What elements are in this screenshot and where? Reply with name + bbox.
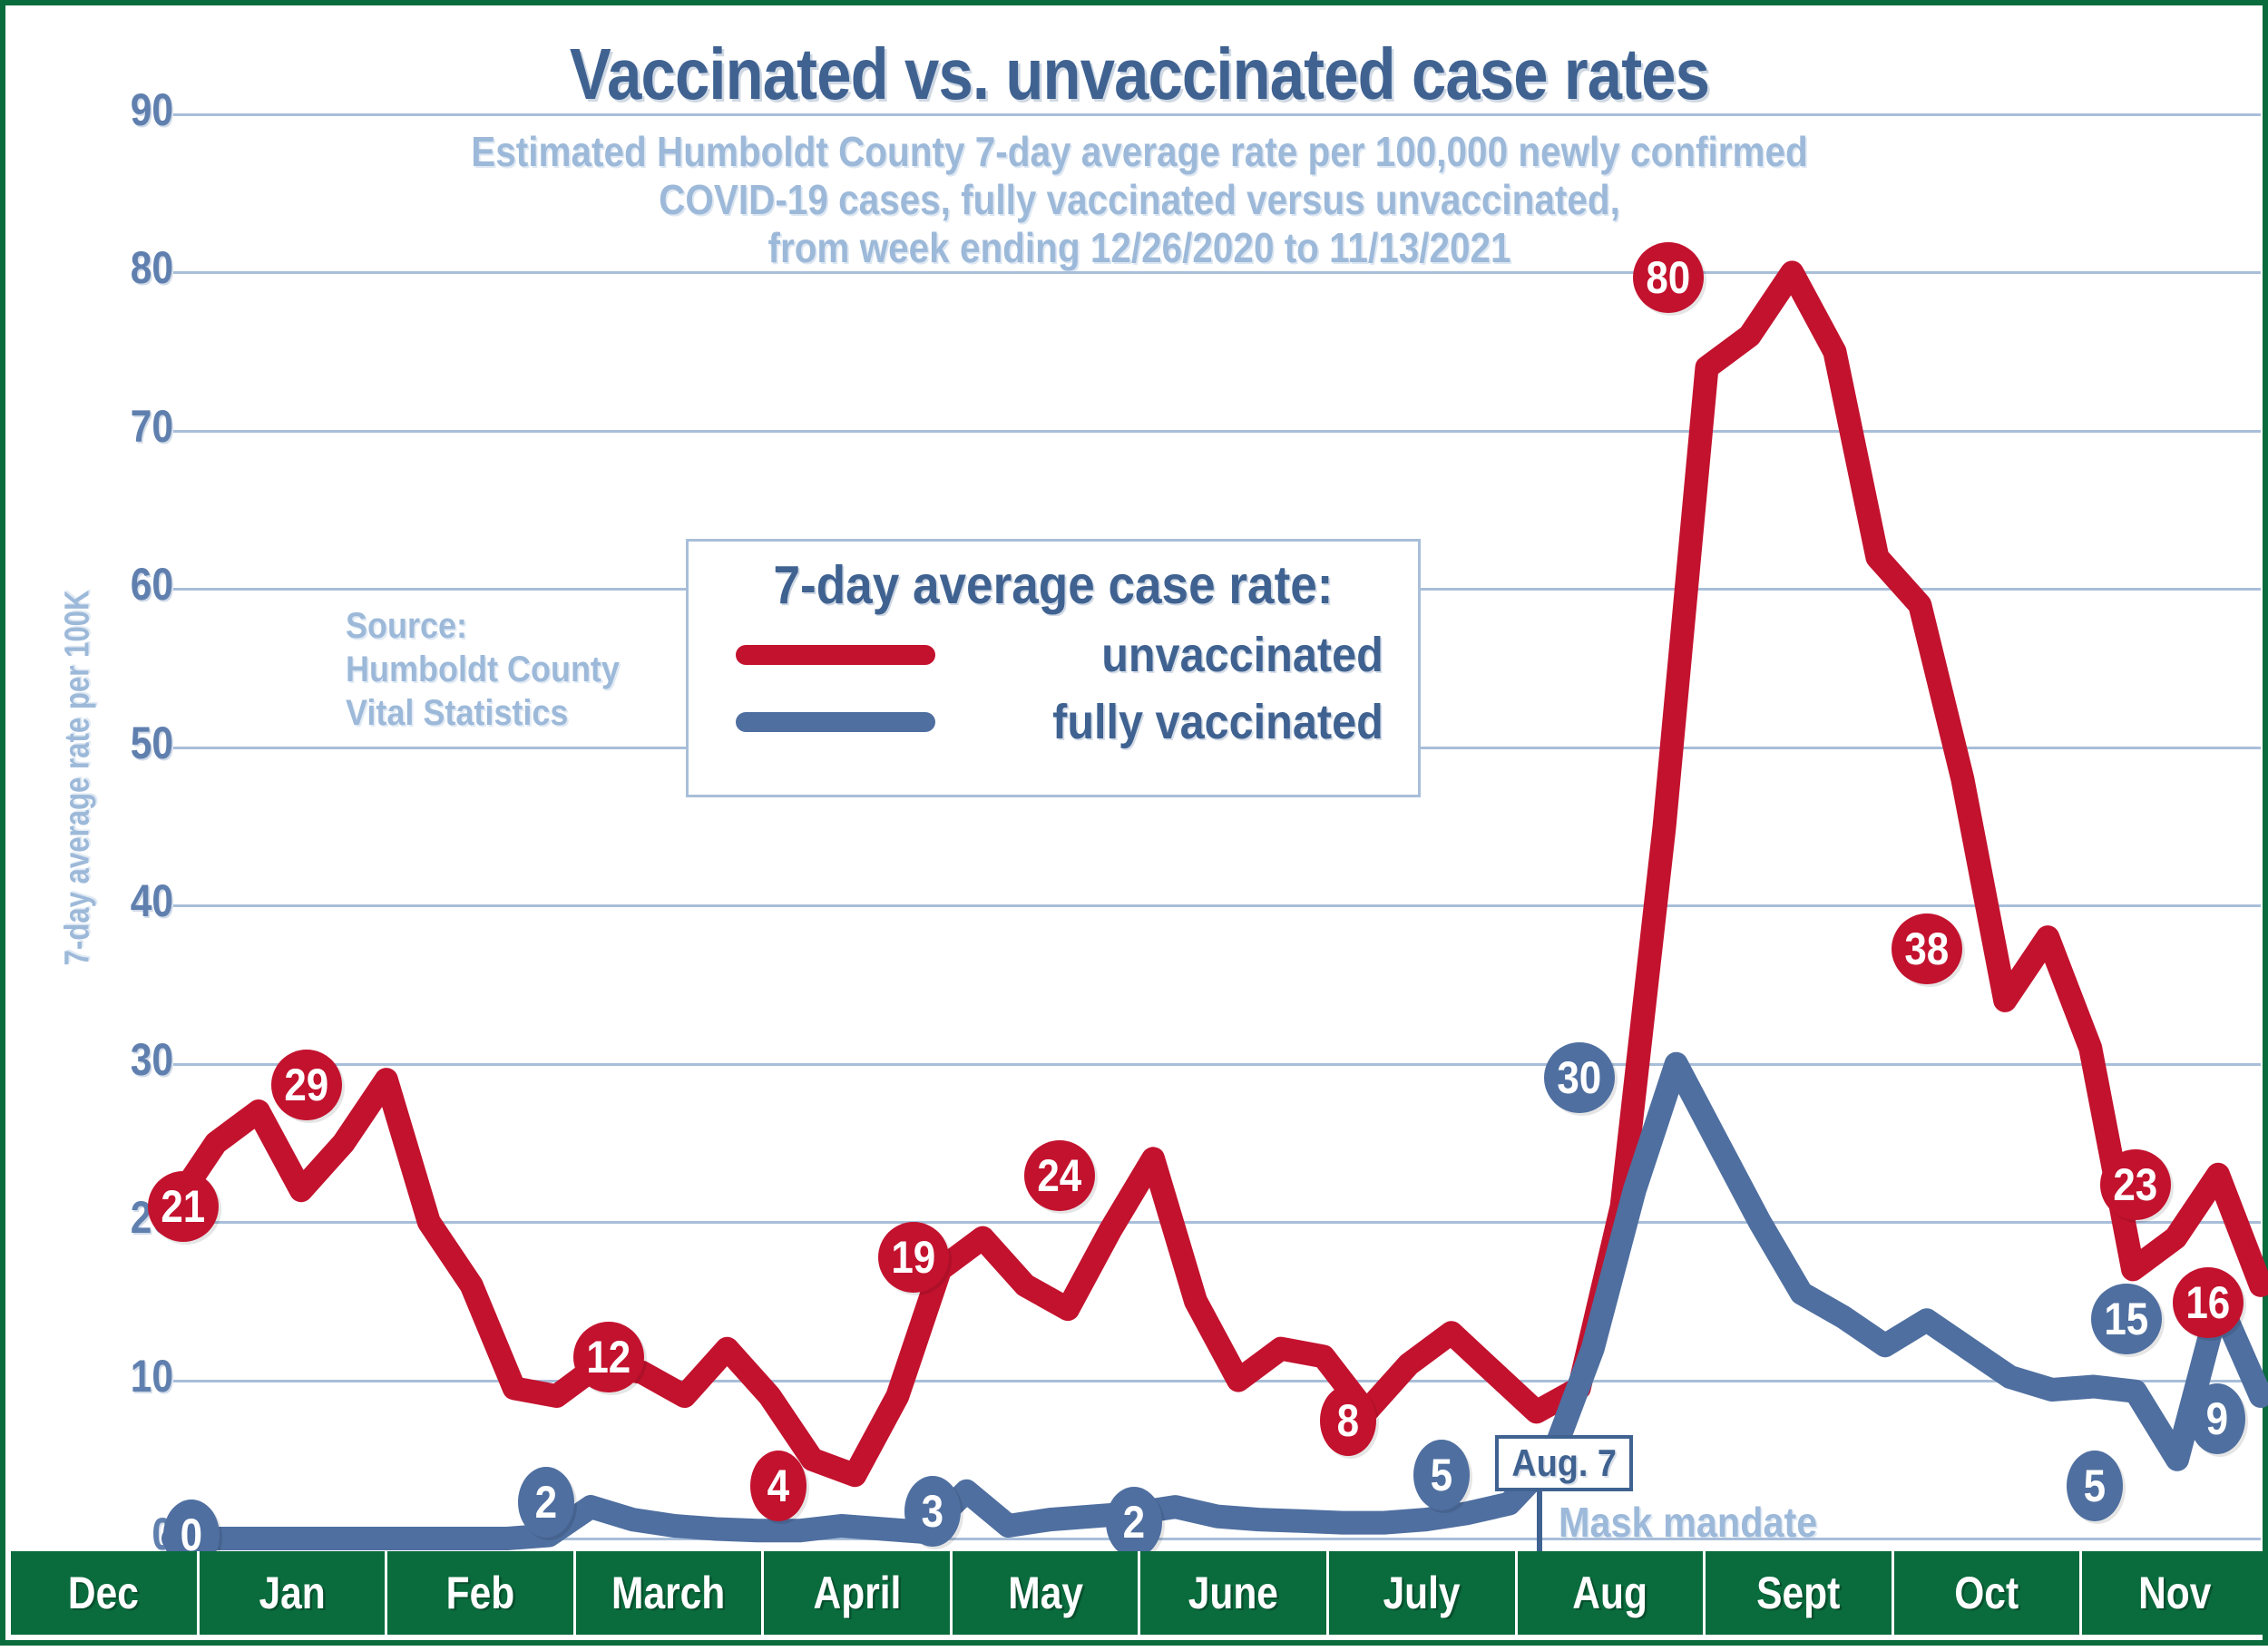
month-label-feb: Feb [387, 1551, 576, 1635]
data-label-fully-vaccinated-2: 2 [1106, 1487, 1162, 1558]
month-label-march: March [576, 1551, 765, 1635]
data-label-unvaccinated-8: 8 [1320, 1385, 1376, 1456]
data-label-unvaccinated-4: 4 [750, 1451, 807, 1521]
y-tick-10: 10 [130, 1350, 173, 1402]
x-axis-month-bar: Dec Jan Feb March April May June July Aug Sept Oct… [11, 1551, 2268, 1635]
annotation-date-box: Aug. 7 [1495, 1435, 1633, 1491]
month-label-oct: Oct [1894, 1551, 2083, 1635]
chart-title: Vaccinated vs. unvaccinated case rates [569, 34, 1710, 114]
y-tick-60: 60 [130, 559, 173, 611]
data-label-unvaccinated-80: 80 [1633, 242, 1704, 313]
chart-subtitle-line-3: from week ending 12/26/2020 to 11/13/202… [767, 224, 1511, 271]
month-label-june: June [1140, 1551, 1330, 1635]
month-label-sept: Sept [1706, 1551, 1894, 1635]
chart-subtitle: Estimated Humboldt County 7-day average … [142, 128, 2137, 272]
source-line-3: Vital Statistics [346, 693, 569, 733]
gridline-80 [173, 271, 2261, 275]
gridline-10 [173, 1379, 2261, 1382]
data-label-unvaccinated-23: 23 [2100, 1149, 2171, 1220]
source-line-1: Source: [346, 606, 468, 646]
data-label-unvaccinated-16: 16 [2173, 1267, 2244, 1338]
month-label-jan: Jan [200, 1551, 388, 1635]
line-fully-vaccinated [161, 1051, 2268, 1550]
data-label-fully-vaccinated-2: 2 [518, 1467, 574, 1538]
gridline-70 [173, 429, 2261, 433]
gridline-90 [173, 113, 2261, 116]
source-line-2: Humboldt County [346, 650, 620, 689]
month-label-july: July [1329, 1551, 1518, 1635]
data-label-unvaccinated-24: 24 [1024, 1140, 1095, 1211]
data-label-unvaccinated-21: 21 [148, 1171, 219, 1242]
annotation-date-text: Aug. 7 [1511, 1441, 1617, 1484]
chart-subtitle-line-1: Estimated Humboldt County 7-day average … [471, 128, 1808, 175]
y-tick-80: 80 [130, 242, 173, 294]
y-tick-70: 70 [130, 400, 173, 452]
data-label-unvaccinated-38: 38 [1892, 913, 1962, 984]
legend-label-fully-vaccinated: fully vaccinated [1052, 695, 1383, 749]
legend-item-unvaccinated: unvaccinated [709, 627, 1398, 683]
gridline-40 [173, 904, 2261, 908]
data-label-unvaccinated-19: 19 [878, 1222, 949, 1293]
month-label-may: May [953, 1551, 1141, 1635]
gridline-30 [173, 1062, 2261, 1066]
month-label-april: April [764, 1551, 953, 1635]
y-tick-40: 40 [130, 875, 173, 927]
y-axis-ticks: 9080706050403020100 [28, 5, 173, 1651]
data-label-fully-vaccinated-30: 30 [1544, 1042, 1615, 1113]
y-tick-30: 30 [130, 1033, 173, 1085]
chart-legend: 7-day average case rate: unvaccinated fu… [686, 539, 1421, 797]
data-label-unvaccinated-12: 12 [573, 1322, 644, 1392]
data-label-fully-vaccinated-3: 3 [904, 1476, 961, 1547]
gridline-20 [173, 1221, 2261, 1225]
legend-swatch-fully-vaccinated [736, 712, 935, 732]
month-label-nov: Nov [2138, 1568, 2212, 1618]
data-label-fully-vaccinated-9: 9 [2189, 1383, 2245, 1454]
data-label-unvaccinated-29: 29 [271, 1050, 342, 1120]
data-label-fully-vaccinated-5: 5 [2067, 1451, 2123, 1521]
y-tick-50: 50 [130, 717, 173, 768]
annotation-stem [1537, 1491, 1542, 1564]
month-label-dec: Dec [11, 1551, 200, 1635]
legend-title: 7-day average case rate: [773, 555, 1334, 615]
legend-item-fully-vaccinated: fully vaccinated [709, 694, 1398, 750]
annotation-label: Mask mandate [1559, 1499, 1818, 1546]
gridline-0 [173, 1538, 2261, 1540]
data-label-fully-vaccinated-5: 5 [1413, 1440, 1470, 1510]
y-tick-90: 90 [130, 84, 173, 135]
line-unvaccinated [161, 260, 2268, 1488]
chart-subtitle-line-2: COVID-19 cases, fully vaccinated versus … [659, 176, 1620, 223]
month-label-aug: Aug [1518, 1551, 1706, 1635]
source-note: Source: Humboldt County Vital Statistics [346, 604, 620, 735]
legend-label-unvaccinated: unvaccinated [1101, 628, 1383, 682]
data-label-fully-vaccinated-15: 15 [2091, 1284, 2162, 1354]
legend-swatch-unvaccinated [736, 645, 935, 665]
